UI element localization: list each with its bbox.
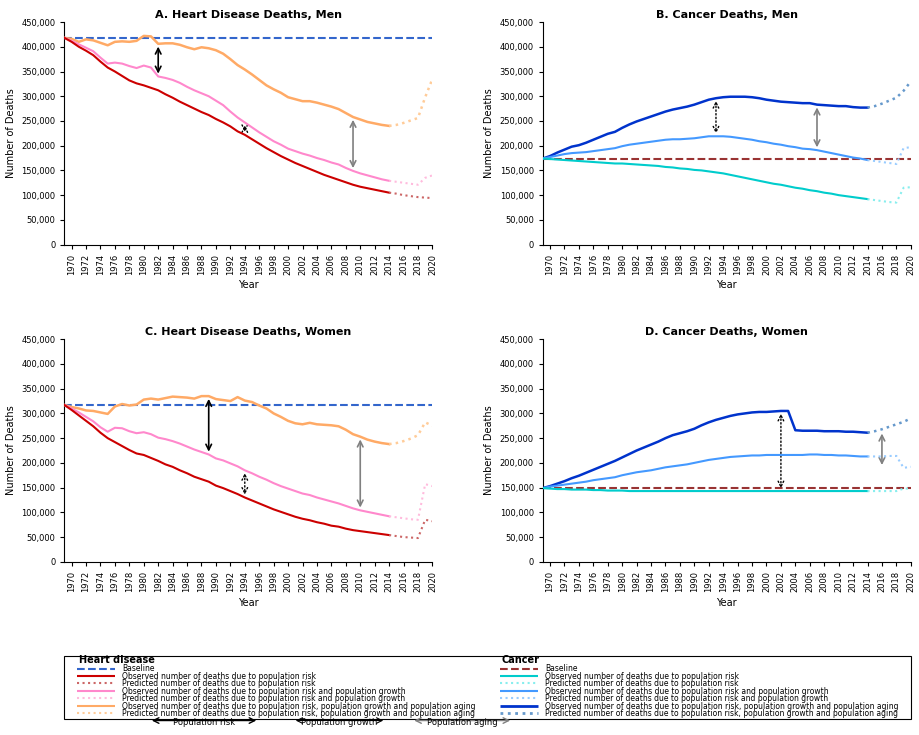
- Text: Predicted number of deaths due to population risk: Predicted number of deaths due to popula…: [545, 679, 738, 688]
- Text: Predicted number of deaths due to population risk, population growth and populat: Predicted number of deaths due to popula…: [122, 709, 474, 718]
- Title: C. Heart Disease Deaths, Women: C. Heart Disease Deaths, Women: [145, 327, 351, 337]
- Y-axis label: Number of Deaths: Number of Deaths: [483, 406, 494, 495]
- X-axis label: Year: Year: [716, 598, 736, 608]
- Text: Population growth: Population growth: [301, 718, 378, 727]
- Text: Predicted number of deaths due to population risk and population growth: Predicted number of deaths due to popula…: [545, 694, 827, 703]
- Text: Observed number of deaths due to population risk: Observed number of deaths due to populat…: [122, 672, 315, 681]
- Text: Predicted number of deaths due to population risk and population growth: Predicted number of deaths due to popula…: [122, 694, 404, 703]
- Title: D. Cancer Deaths, Women: D. Cancer Deaths, Women: [644, 327, 808, 337]
- FancyBboxPatch shape: [64, 656, 910, 719]
- X-axis label: Year: Year: [238, 598, 258, 608]
- Text: Population risk: Population risk: [173, 718, 235, 727]
- Text: Heart disease: Heart disease: [79, 655, 154, 665]
- X-axis label: Year: Year: [716, 281, 736, 290]
- Text: Cancer: Cancer: [502, 655, 539, 665]
- Text: Predicted number of deaths due to population risk: Predicted number of deaths due to popula…: [122, 679, 315, 688]
- Text: Observed number of deaths due to population risk, population growth and populati: Observed number of deaths due to populat…: [122, 702, 475, 711]
- Text: Observed number of deaths due to population risk: Observed number of deaths due to populat…: [545, 672, 738, 681]
- Y-axis label: Number of Deaths: Number of Deaths: [6, 88, 16, 178]
- Text: Baseline: Baseline: [122, 664, 154, 673]
- X-axis label: Year: Year: [238, 281, 258, 290]
- Text: Observed number of deaths due to population risk, population growth and populati: Observed number of deaths due to populat…: [545, 702, 898, 711]
- Y-axis label: Number of Deaths: Number of Deaths: [6, 406, 16, 495]
- Text: Observed number of deaths due to population risk and population growth: Observed number of deaths due to populat…: [122, 686, 405, 696]
- Text: Observed number of deaths due to population risk and population growth: Observed number of deaths due to populat…: [545, 686, 828, 696]
- Title: A. Heart Disease Deaths, Men: A. Heart Disease Deaths, Men: [154, 10, 342, 20]
- Text: Population aging: Population aging: [426, 718, 497, 727]
- Text: Predicted number of deaths due to population risk, population growth and populat: Predicted number of deaths due to popula…: [545, 709, 897, 718]
- Y-axis label: Number of Deaths: Number of Deaths: [483, 88, 494, 178]
- Title: B. Cancer Deaths, Men: B. Cancer Deaths, Men: [655, 10, 797, 20]
- Text: Baseline: Baseline: [545, 664, 577, 673]
